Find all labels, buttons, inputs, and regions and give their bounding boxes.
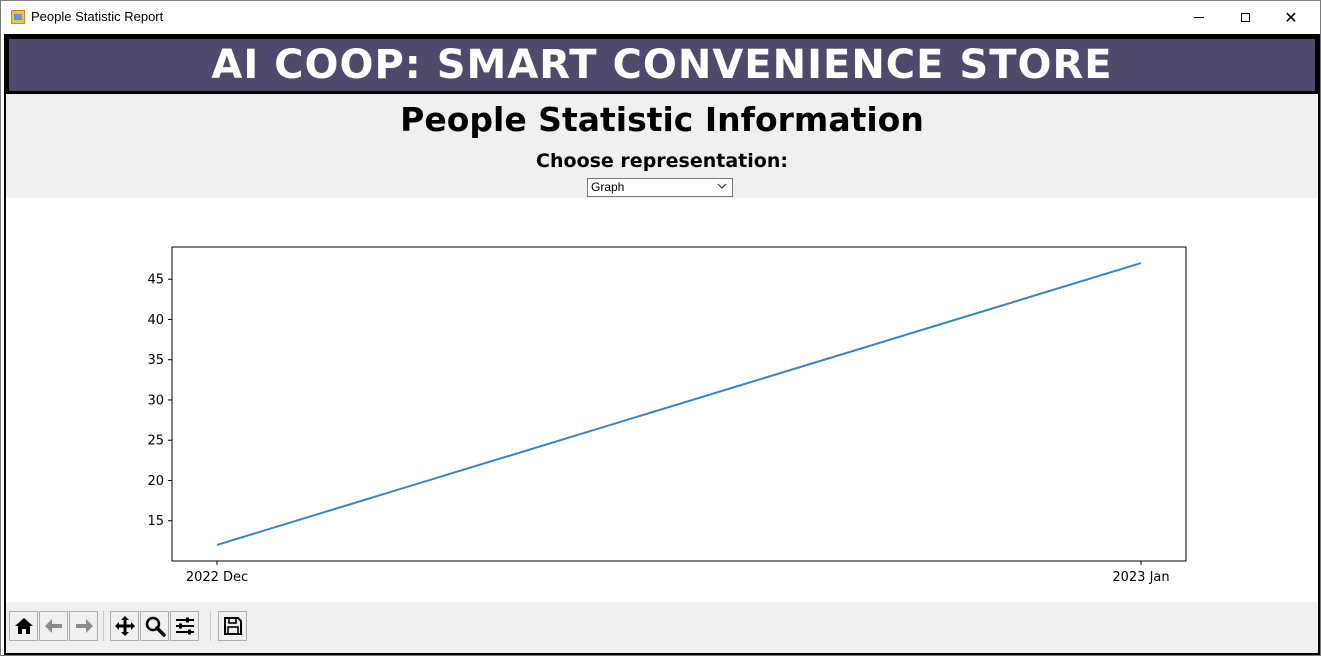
- magnifier-icon: [145, 616, 166, 637]
- representation-select[interactable]: Graph: [587, 178, 733, 197]
- banner-inner: AI COOP: SMART CONVENIENCE STORE: [9, 39, 1315, 91]
- move-icon: [114, 616, 135, 636]
- x-tick-label: 2023 Jan: [1112, 570, 1169, 585]
- header-area: People Statistic Information Choose repr…: [6, 94, 1318, 198]
- zoom-button[interactable]: [140, 611, 169, 641]
- y-tick-label: 40: [147, 313, 164, 328]
- series-line: [216, 262, 1142, 546]
- banner: AI COOP: SMART CONVENIENCE STORE: [6, 36, 1318, 94]
- banner-text: AI COOP: SMART CONVENIENCE STORE: [211, 42, 1113, 88]
- representation-select-value: Graph: [591, 180, 625, 194]
- toolbar-separator: [103, 611, 104, 641]
- minimize-button[interactable]: [1176, 1, 1222, 34]
- page-title: People Statistic Information: [400, 100, 924, 139]
- home-icon: [14, 618, 33, 634]
- plot-toolbar: [6, 602, 1318, 653]
- line-chart[interactable]: 15 20 25 30 35 40 45 2022 Dec 2023 Jan: [6, 198, 1318, 602]
- y-tick-label: 45: [147, 273, 164, 288]
- window-title: People Statistic Report: [31, 9, 164, 24]
- configure-subplots-button[interactable]: [170, 611, 199, 641]
- y-tick-label: 35: [147, 353, 164, 368]
- save-button[interactable]: [218, 611, 247, 641]
- app-icon: [11, 10, 25, 24]
- main-frame: AI COOP: SMART CONVENIENCE STORE People …: [4, 34, 1320, 655]
- arrow-left-icon: [44, 619, 62, 633]
- chevron-down-icon: [717, 181, 727, 194]
- chart-area[interactable]: 15 20 25 30 35 40 45 2022 Dec 2023 Jan: [6, 198, 1318, 602]
- x-tick-label: 2022 Dec: [186, 570, 248, 585]
- home-button[interactable]: [9, 611, 38, 641]
- minimize-icon: [1194, 17, 1204, 18]
- back-button[interactable]: [39, 611, 68, 641]
- y-tick-label: 20: [147, 474, 164, 489]
- close-button[interactable]: ✕: [1268, 1, 1314, 34]
- toolbar-separator: [210, 611, 211, 641]
- y-tick-label: 30: [147, 393, 164, 408]
- pan-button[interactable]: [110, 611, 139, 641]
- maximize-button[interactable]: [1222, 1, 1268, 34]
- title-bar: People Statistic Report ✕: [1, 1, 1320, 34]
- floppy-disk-icon: [223, 617, 242, 635]
- sliders-icon: [175, 617, 194, 635]
- y-tick-label: 15: [147, 514, 164, 529]
- maximize-icon: [1240, 13, 1250, 22]
- arrow-right-icon: [75, 619, 93, 633]
- y-tick-label: 25: [147, 434, 164, 449]
- representation-label: Choose representation:: [536, 150, 788, 172]
- forward-button[interactable]: [69, 611, 98, 641]
- close-icon: ✕: [1284, 7, 1298, 27]
